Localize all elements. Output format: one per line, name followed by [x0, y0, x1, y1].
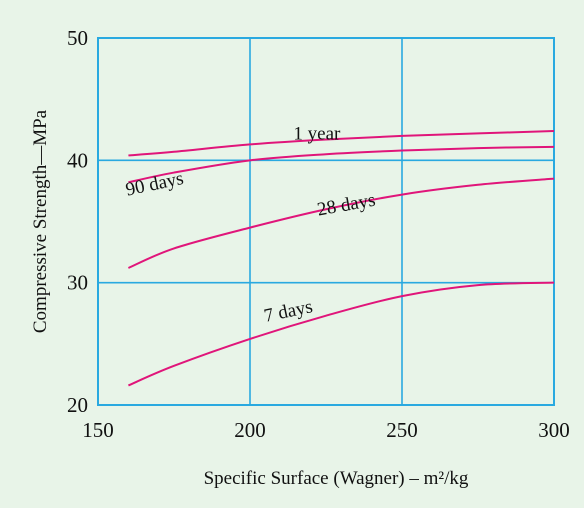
x-tick-label-200: 200 [234, 418, 266, 442]
y-tick-label-40: 40 [67, 148, 88, 172]
series-line-28-days [128, 177, 555, 269]
y-tick-label-30: 30 [67, 271, 88, 295]
series-label-28-days: 28 days [316, 190, 377, 221]
series-label-1-year: 1 year [293, 124, 341, 145]
series-label-90-days: 90 days [124, 168, 186, 201]
y-tick-label-20: 20 [67, 393, 88, 417]
plot-frame [97, 37, 555, 406]
x-tick-label-300: 300 [538, 418, 570, 442]
x-tick-label-250: 250 [386, 418, 418, 442]
x-axis-label: Specific Surface (Wagner) – m²/kg [204, 468, 469, 489]
series-line-1-year [128, 129, 555, 157]
y-tick-label-50: 50 [67, 26, 88, 50]
series-label-7-days: 7 days [262, 296, 314, 327]
series-line-7-days [128, 281, 555, 387]
series-line-90-days [128, 145, 555, 184]
y-axis-label: Compressive Strength—MPa [30, 109, 51, 333]
x-tick-label-150: 150 [82, 418, 114, 442]
